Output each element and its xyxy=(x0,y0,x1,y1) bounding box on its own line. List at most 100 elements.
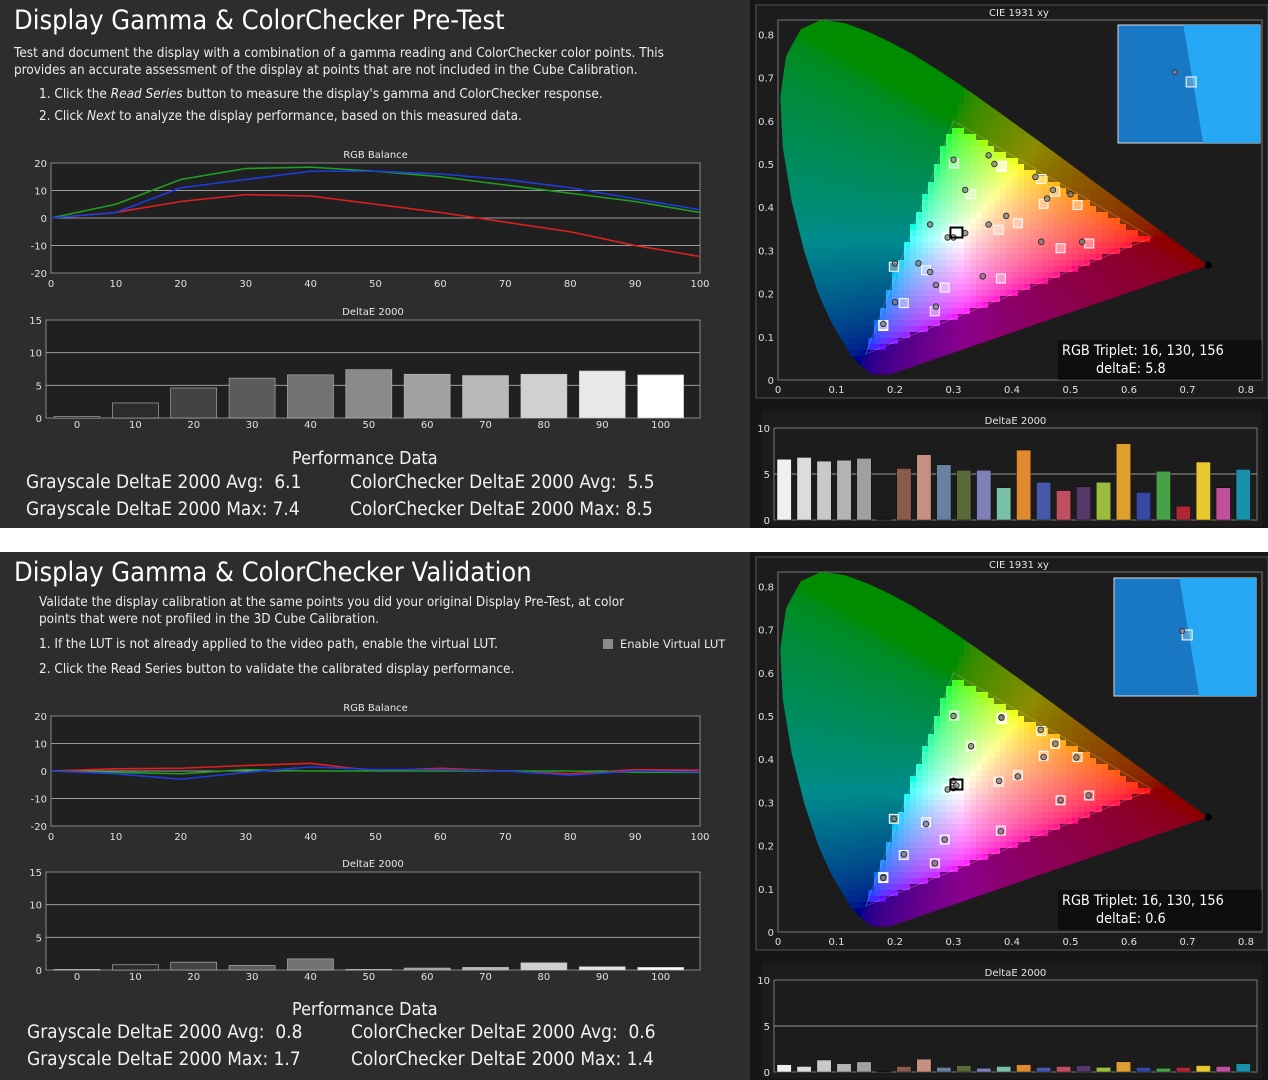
locus-cell xyxy=(982,326,989,333)
locus-cell xyxy=(838,320,845,327)
locus-cell xyxy=(1096,218,1103,225)
locus-cell xyxy=(976,272,983,279)
locus-cell xyxy=(1024,260,1031,267)
locus-cell xyxy=(880,56,887,63)
locus-cell xyxy=(790,104,797,111)
locus-cell xyxy=(1072,278,1079,285)
locus-cell xyxy=(916,116,923,123)
locus-cell xyxy=(934,248,941,255)
locus-cell xyxy=(1144,236,1151,243)
locus-cell xyxy=(1006,296,1013,303)
locus-cell xyxy=(850,134,857,141)
locus-cell xyxy=(796,92,803,99)
locus-cell xyxy=(808,110,815,117)
locus-cell xyxy=(940,320,947,327)
locus-cell xyxy=(952,296,959,303)
y-tick-label: 0.5 xyxy=(758,160,774,171)
locus-cell xyxy=(856,98,863,105)
locus-cell xyxy=(832,290,839,297)
locus-cell xyxy=(1006,170,1013,177)
checkbox-box[interactable] xyxy=(603,639,613,649)
locus-cell xyxy=(802,182,809,189)
locus-cell xyxy=(826,296,833,303)
locus-cell xyxy=(922,194,929,201)
locus-cell xyxy=(844,206,851,213)
locus-cell xyxy=(892,92,899,99)
locus-cell xyxy=(868,200,875,207)
locus-cell xyxy=(868,284,875,291)
locus-cell xyxy=(838,140,845,147)
locus-cell xyxy=(892,80,899,87)
locus-cell xyxy=(1078,260,1085,267)
locus-cell xyxy=(874,44,881,51)
grayscale-avg: Grayscale DeltaE 2000 Avg: 6.1 xyxy=(26,472,302,493)
locus-cell xyxy=(946,254,953,261)
locus-cell xyxy=(1006,272,1013,279)
locus-cell xyxy=(892,104,899,111)
locus-cell xyxy=(1126,260,1133,267)
locus-cell xyxy=(1144,254,1151,261)
y-tick-label: 0 xyxy=(768,376,774,387)
locus-cell xyxy=(1096,212,1103,219)
locus-cell xyxy=(820,152,827,159)
locus-cell xyxy=(826,248,833,255)
locus-cell xyxy=(934,134,941,141)
locus-cell xyxy=(874,104,881,111)
locus-cell xyxy=(922,122,929,129)
locus-cell xyxy=(904,308,911,315)
locus-cell xyxy=(1150,230,1157,237)
locus-cell xyxy=(928,218,935,225)
locus-cell xyxy=(1114,290,1121,297)
locus-cell xyxy=(814,74,821,81)
locus-cell xyxy=(844,26,851,33)
locus-cell xyxy=(874,218,881,225)
locus-cell xyxy=(1066,170,1073,177)
locus-cell xyxy=(1000,278,1007,285)
locus-cell xyxy=(880,128,887,135)
locus-cell xyxy=(1132,224,1139,231)
locus-cell xyxy=(1018,194,1025,201)
locus-cell xyxy=(1012,236,1019,243)
locus-cell xyxy=(994,236,1001,243)
locus-cell xyxy=(1096,236,1103,243)
locus-cell xyxy=(1084,278,1091,285)
locus-cell xyxy=(814,176,821,183)
locus-cell xyxy=(1162,254,1169,261)
locus-cell xyxy=(856,326,863,333)
locus-cell xyxy=(976,188,983,195)
locus-cell xyxy=(922,314,929,321)
locus-cell xyxy=(958,236,965,243)
locus-cell xyxy=(964,170,971,177)
locus-cell xyxy=(850,224,857,231)
locus-cell xyxy=(868,362,875,369)
locus-cell xyxy=(1006,242,1013,249)
locus-cell xyxy=(1024,146,1031,153)
locus-cell xyxy=(988,254,995,261)
locus-cell xyxy=(982,200,989,207)
locus-cell xyxy=(844,62,851,69)
locus-cell xyxy=(988,272,995,279)
locus-cell xyxy=(904,146,911,153)
locus-cell xyxy=(916,356,923,363)
locus-cell xyxy=(1078,248,1085,255)
locus-cell xyxy=(874,344,881,351)
locus-cell xyxy=(946,104,953,111)
locus-cell xyxy=(952,86,959,93)
measured-dot xyxy=(1038,238,1045,245)
locus-cell xyxy=(1054,194,1061,201)
locus-cell xyxy=(958,176,965,183)
locus-cell xyxy=(1018,134,1025,141)
locus-cell xyxy=(850,302,857,309)
x-tick-label: 0 xyxy=(48,279,54,290)
enable-virtual-lut-checkbox[interactable]: Enable Virtual LUT xyxy=(603,637,725,651)
colorchecker-bar xyxy=(1136,492,1151,521)
locus-cell xyxy=(892,68,899,75)
locus-cell xyxy=(922,290,929,297)
locus-cell xyxy=(916,86,923,93)
locus-cell xyxy=(1114,206,1121,213)
locus-cell xyxy=(976,308,983,315)
locus-cell xyxy=(802,158,809,165)
locus-cell xyxy=(988,266,995,273)
locus-cell xyxy=(856,284,863,291)
locus-cell xyxy=(802,110,809,117)
